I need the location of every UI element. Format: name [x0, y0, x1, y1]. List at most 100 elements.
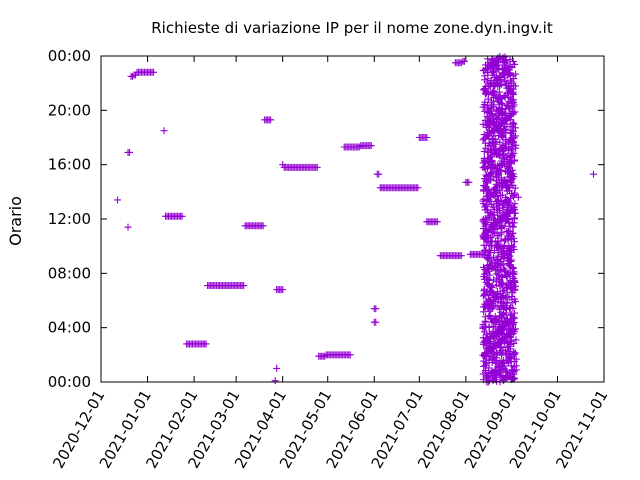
data-point	[487, 176, 495, 184]
data-point	[372, 318, 380, 326]
data-point	[510, 326, 518, 334]
data-point	[509, 223, 517, 231]
data-point	[279, 286, 287, 294]
data-point	[129, 72, 137, 80]
data-point	[497, 237, 505, 245]
data-point	[178, 212, 186, 220]
data-point	[510, 190, 518, 198]
data-point	[506, 333, 514, 341]
data-point	[510, 192, 518, 200]
data-point	[486, 197, 494, 205]
data-point	[479, 324, 487, 332]
data-point	[496, 267, 504, 275]
data-point	[481, 183, 489, 191]
data-point	[487, 209, 495, 217]
data-point	[511, 238, 519, 246]
data-point	[375, 170, 383, 178]
data-point	[510, 203, 518, 211]
data-point	[503, 305, 511, 313]
data-point	[502, 125, 510, 133]
data-point	[484, 275, 492, 283]
data-point	[512, 336, 520, 344]
data-point	[509, 119, 517, 127]
data-point	[202, 340, 210, 348]
data-point	[509, 127, 517, 135]
data-point	[346, 351, 354, 359]
data-point	[503, 178, 511, 186]
data-point	[512, 362, 520, 370]
y-tick-label: 20:00	[48, 101, 91, 119]
data-point	[507, 146, 515, 154]
data-point	[509, 265, 517, 273]
data-point	[271, 377, 279, 385]
data-point	[499, 150, 507, 158]
data-point	[589, 170, 597, 178]
data-point	[482, 218, 490, 226]
data-point	[482, 202, 490, 210]
data-point	[497, 107, 505, 115]
data-point	[511, 60, 519, 68]
data-point	[479, 197, 487, 205]
data-point	[489, 203, 497, 211]
data-point	[485, 185, 493, 193]
data-point	[500, 305, 508, 313]
data-point	[501, 77, 509, 85]
data-point	[499, 292, 507, 300]
data-point	[508, 299, 516, 307]
data-point	[510, 96, 518, 104]
data-point	[497, 76, 505, 84]
data-point	[506, 252, 514, 260]
y-axis-label: Orario	[6, 196, 25, 246]
data-point	[511, 278, 519, 286]
data-point	[512, 82, 520, 90]
data-point	[460, 57, 468, 65]
data-point	[506, 71, 514, 79]
data-point	[511, 184, 519, 192]
data-point	[510, 149, 518, 157]
data-point	[500, 161, 508, 169]
data-point	[512, 70, 520, 78]
data-point	[500, 365, 508, 373]
data-point	[423, 134, 431, 141]
data-point	[496, 186, 504, 194]
data-point	[510, 234, 518, 242]
data-point	[488, 111, 496, 119]
y-tick-label: 04:00	[48, 319, 91, 337]
data-point	[510, 157, 518, 165]
data-point	[114, 196, 122, 204]
data-point	[511, 298, 519, 306]
data-point	[501, 268, 509, 276]
data-point	[507, 345, 515, 353]
data-point	[511, 309, 519, 317]
data-point	[486, 271, 494, 279]
data-point	[465, 178, 473, 186]
data-point	[508, 256, 516, 264]
data-point	[512, 355, 520, 363]
plot-frame	[100, 55, 605, 383]
data-point	[511, 124, 519, 132]
data-point	[510, 120, 518, 128]
y-tick-label: 00:00	[48, 373, 91, 391]
data-point	[482, 226, 490, 234]
data-point	[512, 325, 520, 333]
data-point	[491, 368, 499, 376]
data-point	[321, 352, 329, 360]
data-point	[509, 304, 517, 312]
data-point	[509, 330, 517, 338]
data-point	[483, 237, 491, 245]
data-point	[492, 281, 500, 289]
data-point	[494, 187, 502, 195]
data-point	[259, 222, 267, 230]
data-point	[500, 92, 508, 100]
data-point	[457, 252, 465, 260]
data-point	[483, 165, 491, 173]
data-point	[313, 163, 321, 171]
data-point	[498, 111, 506, 119]
data-point	[511, 209, 519, 217]
data-point	[509, 137, 517, 145]
y-tick-label: 16:00	[48, 156, 91, 174]
data-point	[508, 178, 516, 186]
data-point	[124, 223, 132, 231]
data-point	[507, 257, 515, 265]
